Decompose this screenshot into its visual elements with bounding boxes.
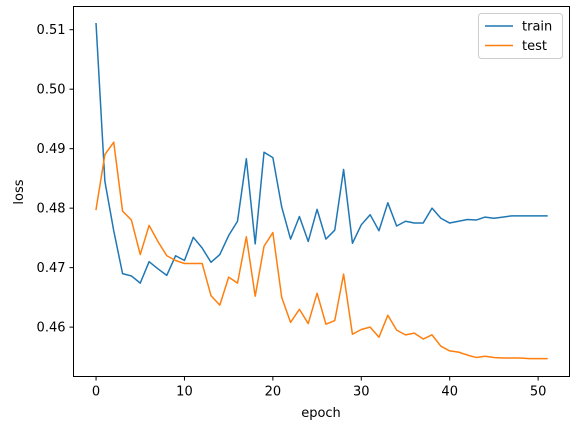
x-tick-label: 50 <box>530 385 547 400</box>
y-tick-label: 0.46 <box>37 321 66 336</box>
x-tick-label: 40 <box>441 385 458 400</box>
series-line-train <box>95 22 548 284</box>
y-tick-label: 0.50 <box>37 83 66 98</box>
x-axis-label: epoch <box>301 406 341 421</box>
series-line-test <box>95 141 548 360</box>
y-axis-label: loss <box>12 179 27 204</box>
y-tick-label: 0.51 <box>37 23 66 38</box>
x-tick-label: 10 <box>176 385 193 400</box>
plot-frame <box>73 6 570 377</box>
x-tick-label: 20 <box>265 385 282 400</box>
x-tick-label: 30 <box>353 385 370 400</box>
y-tick-label: 0.47 <box>37 261 66 276</box>
legend-label-test: test <box>522 39 547 54</box>
y-tick-label: 0.49 <box>37 142 66 157</box>
legend-box <box>478 13 563 59</box>
x-tick-label: 0 <box>92 385 100 400</box>
y-tick-label: 0.48 <box>37 202 66 217</box>
x-axis: 0 10 20 30 40 50 <box>92 376 547 400</box>
series-layer <box>95 22 548 360</box>
legend: train test <box>478 13 563 59</box>
legend-label-train: train <box>522 20 552 35</box>
y-axis: 0.46 0.47 0.48 0.49 0.50 0.51 <box>37 23 74 336</box>
